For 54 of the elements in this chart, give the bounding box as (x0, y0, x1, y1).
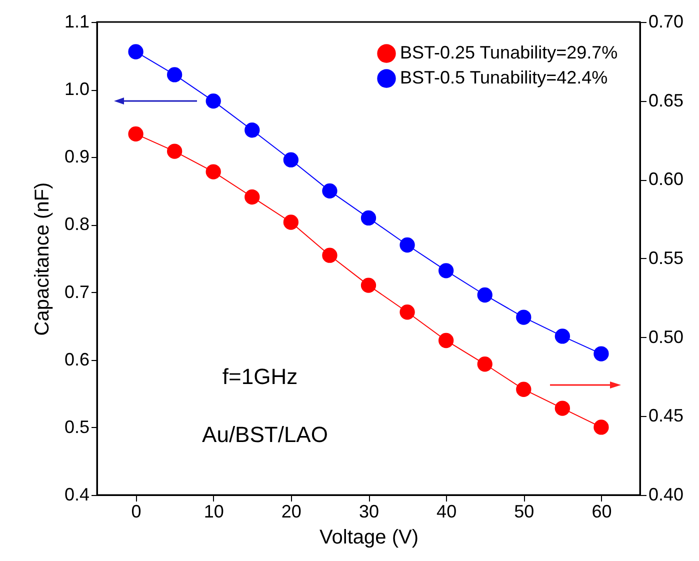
point (128, 126, 144, 142)
point (206, 164, 221, 180)
point (283, 152, 299, 168)
point (244, 189, 260, 205)
y-tick-label: 0.6 (64, 349, 90, 370)
point (322, 183, 338, 198)
annotation: Au/BST/LAO (202, 422, 328, 447)
x-tick-label: 40 (436, 502, 457, 522)
point (128, 44, 144, 60)
y-tick-label: 0.7 (64, 282, 90, 302)
point (360, 278, 376, 293)
y2-tick-label: 0.50 (648, 326, 684, 347)
y-tick-label: 0.4 (64, 484, 90, 504)
x-tick-label: 60 (592, 502, 612, 522)
point (360, 210, 376, 226)
x-axis-title: Voltage (V) (320, 526, 418, 548)
legend-label: BST-0.25 Tunability=29.7% (400, 42, 618, 62)
point (516, 382, 532, 397)
point (554, 328, 570, 344)
point (166, 144, 182, 159)
point (400, 304, 415, 320)
point (438, 332, 454, 348)
y2-tick-label: 0.70 (648, 12, 684, 32)
point (594, 420, 609, 435)
x-tick-label: 20 (281, 502, 302, 522)
y2-tick-label: 0.55 (648, 248, 684, 268)
y-tick-label: 0.5 (64, 416, 90, 437)
x-tick-label: 50 (514, 502, 534, 522)
x-tick-label: 10 (204, 502, 224, 522)
y2-tick-label: 0.60 (648, 169, 684, 190)
y2-tick-label: 0.45 (648, 406, 684, 426)
point (516, 310, 532, 325)
x-tick-label: 30 (358, 502, 380, 522)
y-tick-label: 1.0 (64, 79, 90, 100)
point (400, 237, 415, 253)
point (594, 346, 609, 362)
legend-label: BST-0.5 Tunability=42.4% (400, 68, 608, 88)
point (477, 287, 492, 303)
y-tick-label: 1.1 (64, 12, 90, 32)
x-tick-label: 0 (131, 502, 142, 522)
point (283, 214, 299, 230)
point (438, 263, 454, 278)
point (244, 122, 260, 138)
y-tick-label: 0.8 (64, 214, 90, 234)
y2-tick-label: 0.40 (648, 484, 684, 504)
y-tick-label: 0.9 (64, 146, 90, 167)
point (206, 93, 221, 109)
point (554, 400, 570, 416)
point (477, 356, 492, 372)
point (322, 248, 338, 263)
y-axis-title: Capacitance (nF) (31, 182, 54, 336)
annotation: f=1GHz (222, 364, 298, 389)
y2-tick-label: 0.65 (648, 90, 684, 110)
point (166, 67, 182, 82)
